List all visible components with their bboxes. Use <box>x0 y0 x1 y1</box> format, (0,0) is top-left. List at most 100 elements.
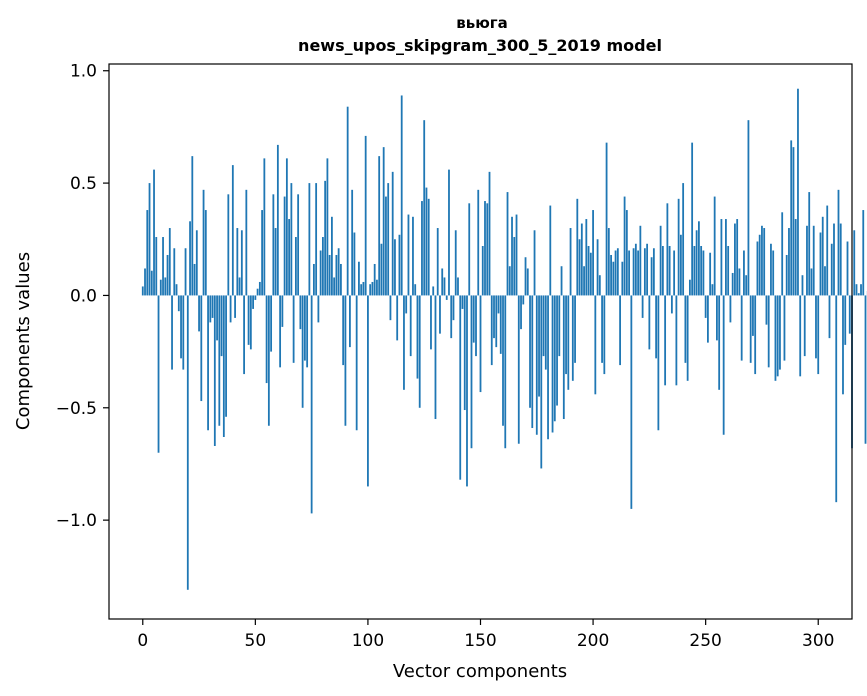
bar <box>535 295 538 435</box>
bar <box>358 261 360 296</box>
bar <box>150 270 153 296</box>
bar <box>373 263 376 296</box>
bar <box>562 295 565 420</box>
bar <box>688 279 691 296</box>
bar <box>389 295 392 321</box>
bar <box>288 219 291 296</box>
bar <box>583 266 585 296</box>
bar <box>191 156 194 296</box>
bar <box>238 277 241 296</box>
x-tick-label: 250 <box>689 631 721 651</box>
bar <box>164 277 167 296</box>
bar <box>682 183 685 296</box>
bar <box>290 183 293 296</box>
bar <box>472 295 475 343</box>
bar <box>630 295 633 509</box>
bar <box>839 223 842 296</box>
bar <box>443 277 446 296</box>
bar <box>168 228 171 296</box>
bar <box>461 295 464 309</box>
y-axis-label: Components values <box>13 252 34 430</box>
bar <box>700 246 703 296</box>
bar <box>416 295 419 379</box>
bar <box>565 295 567 375</box>
bar <box>452 295 455 321</box>
bar <box>646 243 649 296</box>
bar <box>844 295 847 345</box>
bar <box>648 295 651 350</box>
bar <box>511 216 513 296</box>
bar <box>826 205 829 296</box>
bar <box>421 201 423 296</box>
bar <box>466 295 468 487</box>
bar <box>846 241 849 296</box>
bar <box>736 219 739 296</box>
bar <box>481 246 484 296</box>
bar <box>141 286 144 296</box>
bar <box>589 252 592 296</box>
bar <box>405 295 408 314</box>
bar <box>378 156 381 296</box>
bar <box>772 250 775 296</box>
bar <box>529 295 531 408</box>
bar <box>407 214 410 296</box>
bar <box>353 232 356 296</box>
bar <box>632 248 635 296</box>
bar <box>333 277 336 296</box>
bar <box>542 295 545 357</box>
bar <box>204 210 207 296</box>
bar <box>556 295 558 406</box>
bar <box>177 295 180 312</box>
bar <box>308 183 311 296</box>
bar <box>236 228 239 296</box>
bar <box>592 210 594 296</box>
bar <box>520 295 522 330</box>
bar <box>864 295 867 444</box>
bar <box>785 254 788 296</box>
bar <box>749 295 752 363</box>
bar <box>842 295 844 395</box>
bar <box>601 295 603 363</box>
bar <box>427 198 430 296</box>
bar <box>704 295 707 318</box>
bar <box>303 295 306 361</box>
bar <box>765 295 768 325</box>
bar <box>558 295 561 357</box>
bar <box>479 295 482 393</box>
bar <box>486 203 489 296</box>
bar <box>249 295 252 350</box>
bar <box>340 263 342 296</box>
bar <box>637 250 640 296</box>
bar <box>463 295 466 411</box>
x-tick-label: 200 <box>577 631 609 651</box>
bar <box>707 295 709 343</box>
bar <box>285 158 288 296</box>
bar <box>675 295 678 386</box>
bar <box>679 234 682 296</box>
bar <box>547 295 549 440</box>
bar <box>362 281 365 296</box>
bar <box>779 295 781 370</box>
bar <box>526 268 529 296</box>
bar <box>698 221 700 296</box>
bar <box>189 221 191 296</box>
bar <box>400 95 403 296</box>
bar <box>484 201 486 296</box>
bar <box>369 284 372 296</box>
bar <box>776 295 779 377</box>
bar <box>774 295 777 381</box>
bar <box>792 147 795 296</box>
bar <box>234 295 236 318</box>
bar <box>754 295 757 375</box>
y-axis-ticks: 1.0 0.5 0.0 −0.5 −1.0 <box>56 62 109 531</box>
bar <box>200 295 203 402</box>
bar <box>758 234 761 296</box>
bar <box>824 266 826 296</box>
bar <box>477 189 480 296</box>
bar <box>725 219 727 296</box>
bar <box>475 295 477 357</box>
bar <box>574 295 576 363</box>
bar <box>695 230 698 296</box>
bar <box>243 295 245 375</box>
bar <box>853 230 856 296</box>
